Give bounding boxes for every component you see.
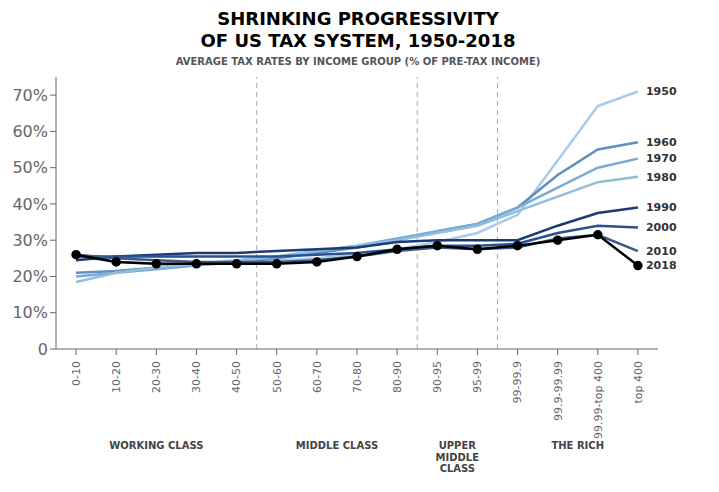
svg-text:30%: 30% <box>12 231 48 250</box>
svg-text:95-99: 95-99 <box>471 361 484 393</box>
svg-text:40-50: 40-50 <box>230 361 243 393</box>
svg-text:99.9-99.99: 99.9-99.99 <box>552 361 565 421</box>
svg-text:0-10: 0-10 <box>70 361 83 386</box>
html-text:SHRINKING PROGRESSIVITY: SHRINKING PROGRESSIVITY <box>217 8 499 29</box>
svg-text:50-60: 50-60 <box>271 361 284 393</box>
svg-text:99.99-top 400: 99.99-top 400 <box>592 361 605 439</box>
svg-text:30-40: 30-40 <box>190 361 203 393</box>
svg-text:1960: 1960 <box>646 136 677 149</box>
svg-text:60-70: 60-70 <box>311 361 324 393</box>
html-text:OF US TAX SYSTEM, 1950-2018: OF US TAX SYSTEM, 1950-2018 <box>200 30 516 51</box>
svg-text:50%: 50% <box>12 158 48 177</box>
svg-text:20-30: 20-30 <box>150 361 163 393</box>
svg-text:10%: 10% <box>12 303 48 322</box>
svg-text:1970: 1970 <box>646 152 677 165</box>
html-text:AVERAGE TAX RATES BY INCOME GR: AVERAGE TAX RATES BY INCOME GROUP (% OF … <box>175 56 541 67</box>
svg-text:70%: 70% <box>12 86 48 105</box>
svg-text:top 400: top 400 <box>632 361 645 404</box>
svg-text:2010: 2010 <box>646 245 677 258</box>
svg-text:2000: 2000 <box>646 221 677 234</box>
svg-text:UPPERMIDDLECLASS: UPPERMIDDLECLASS <box>436 440 480 474</box>
svg-text:MIDDLE CLASS: MIDDLE CLASS <box>296 440 378 451</box>
svg-text:WORKING CLASS: WORKING CLASS <box>109 440 203 451</box>
svg-text:2018: 2018 <box>646 259 677 272</box>
svg-text:70-80: 70-80 <box>351 361 364 393</box>
svg-text:99-99.9: 99-99.9 <box>511 361 524 403</box>
svg-text:20%: 20% <box>12 267 48 286</box>
svg-text:1950: 1950 <box>646 85 677 98</box>
svg-text:1990: 1990 <box>646 201 677 214</box>
svg-text:90-95: 90-95 <box>431 361 444 393</box>
svg-text:0: 0 <box>38 340 48 359</box>
svg-text:80-90: 80-90 <box>391 361 404 393</box>
svg-text:60%: 60% <box>12 122 48 141</box>
svg-text:THE RICH: THE RICH <box>551 440 604 451</box>
svg-text:1980: 1980 <box>646 171 677 184</box>
svg-text:40%: 40% <box>12 195 48 214</box>
svg-text:10-20: 10-20 <box>110 361 123 393</box>
